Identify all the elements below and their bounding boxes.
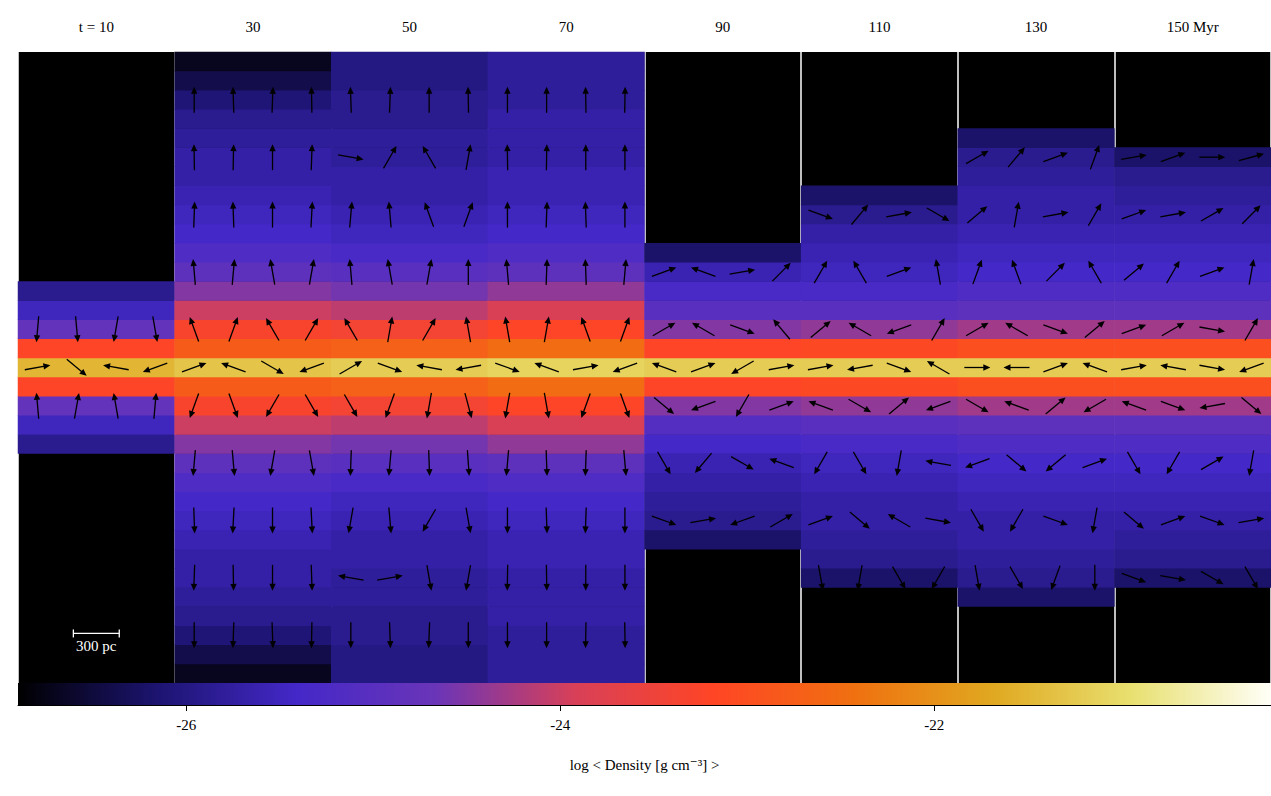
svg-text:-22: -22 — [924, 717, 944, 733]
svg-text:50: 50 — [402, 19, 417, 35]
svg-text:70: 70 — [559, 19, 574, 35]
svg-text:300 pc: 300 pc — [76, 638, 117, 654]
svg-text:150 Myr: 150 Myr — [1167, 19, 1219, 35]
svg-text:110: 110 — [868, 19, 890, 35]
svg-text:-26: -26 — [176, 717, 196, 733]
svg-text:130: 130 — [1025, 19, 1048, 35]
svg-text:t = 10: t = 10 — [79, 19, 114, 35]
svg-text:90: 90 — [715, 19, 730, 35]
svg-text:log < Density [g cm⁻³] >: log < Density [g cm⁻³] > — [570, 757, 720, 773]
svg-text:-24: -24 — [550, 717, 570, 733]
svg-text:30: 30 — [245, 19, 260, 35]
